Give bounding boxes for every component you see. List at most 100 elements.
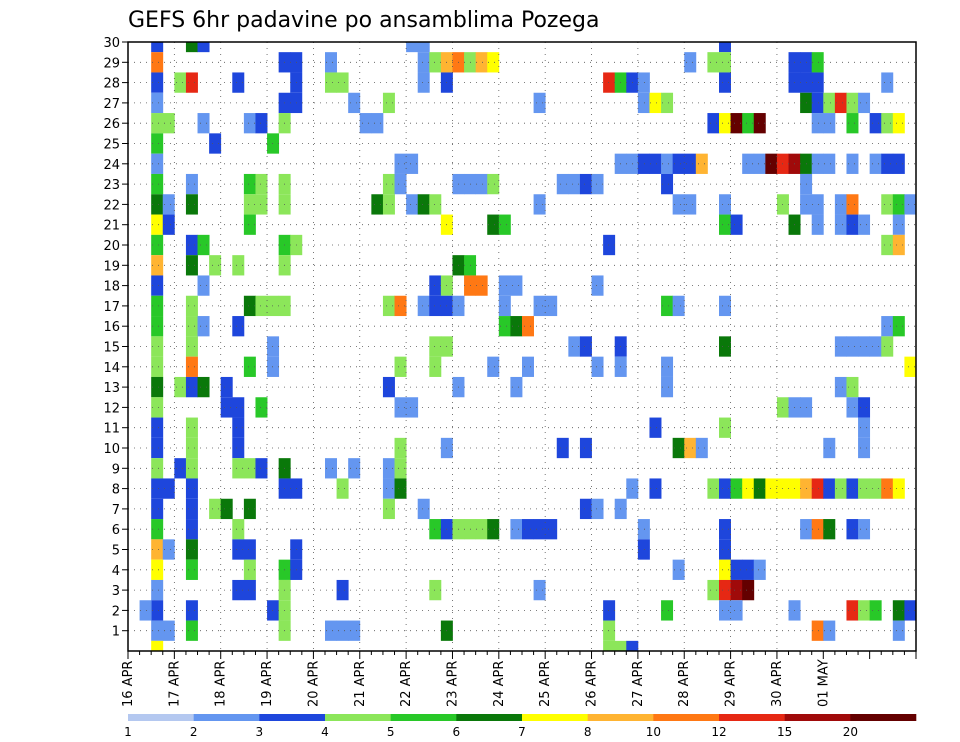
heatmap-cell — [823, 437, 836, 459]
heatmap-cell — [730, 600, 743, 621]
heatmap-cell — [162, 214, 175, 235]
heatmap-cell — [429, 356, 442, 377]
y-tick-label: 29 — [103, 56, 120, 71]
heatmap-cell — [197, 316, 210, 337]
colorbar-swatch — [390, 714, 457, 721]
y-tick-label: 12 — [103, 401, 120, 416]
heatmap-cell — [811, 153, 824, 174]
y-tick-label: 19 — [103, 259, 120, 274]
heatmap-cell — [637, 72, 650, 93]
x-tick-label: 29 APR — [724, 661, 739, 707]
heatmap-cell — [336, 72, 349, 93]
colorbar-label: 3 — [256, 725, 264, 739]
heatmap-cell — [510, 376, 523, 398]
heatmap-cell — [637, 153, 650, 174]
heatmap-cell — [151, 316, 164, 337]
heatmap-cell — [661, 600, 674, 621]
x-tick-label: 18 APR — [214, 661, 229, 707]
heatmap-cell — [429, 275, 442, 296]
heatmap-cell — [348, 458, 361, 479]
heatmap-cell — [151, 397, 164, 418]
heatmap-cell — [417, 42, 430, 53]
heatmap-cell — [858, 600, 871, 621]
x-tick-label: 28 APR — [677, 661, 692, 707]
heatmap-cell — [858, 437, 871, 459]
heatmap-cell — [684, 437, 697, 459]
heatmap-cell — [591, 356, 604, 377]
heatmap-cell — [498, 214, 511, 235]
x-tick-label: 20 APR — [306, 661, 321, 707]
heatmap-cell — [811, 52, 824, 73]
x-tick-label: 25 APR — [538, 661, 553, 707]
heatmap-cell — [151, 437, 164, 459]
x-tick-label: 17 APR — [167, 661, 182, 707]
x-axis: 16 APR 17 APR 18 APR 19 APR 20 APR 21 APR 22 A… — [121, 651, 917, 707]
heatmap-cell — [753, 153, 766, 174]
heatmap-cell — [881, 153, 894, 174]
heatmap-cell — [487, 214, 500, 235]
heatmap-cell — [185, 559, 198, 580]
heatmap-cell — [823, 92, 836, 114]
colorbar-label: 4 — [321, 725, 329, 739]
heatmap-cell — [719, 600, 731, 621]
heatmap-cell — [846, 92, 859, 114]
heatmap-cell — [579, 336, 592, 357]
heatmap-cell — [533, 579, 546, 601]
heatmap-cell — [869, 600, 882, 621]
heatmap-cell — [892, 214, 905, 235]
heatmap-cell — [151, 42, 164, 53]
heatmap-cell — [151, 275, 164, 296]
heatmap-cell — [243, 214, 256, 235]
heatmap-cell — [185, 356, 198, 377]
heatmap-cell — [151, 417, 164, 438]
heatmap-cell — [626, 640, 639, 651]
heatmap-cell — [382, 376, 395, 398]
heatmap-cell — [498, 275, 511, 296]
heatmap-cell — [243, 295, 256, 317]
heatmap-cell — [255, 194, 268, 215]
heatmap-cell — [243, 458, 256, 479]
heatmap-cell — [185, 620, 198, 641]
heatmap-cell — [371, 194, 384, 215]
heatmap-cell — [846, 113, 859, 134]
heatmap-cell — [267, 295, 280, 317]
heatmap-cell — [267, 600, 280, 621]
heatmap-cell — [846, 214, 859, 235]
heatmap-cell — [719, 214, 731, 235]
heatmap-cell — [661, 376, 674, 398]
heatmap-cell — [603, 72, 616, 93]
heatmap-cell — [185, 498, 198, 520]
heatmap-cell — [556, 173, 569, 195]
heatmap-cell — [232, 437, 245, 459]
heatmap-cell — [742, 559, 755, 580]
heatmap-cell — [707, 478, 720, 499]
y-tick-label: 5 — [112, 544, 120, 559]
heatmap-cell — [823, 113, 836, 134]
heatmap-cell — [151, 234, 164, 256]
heatmap-cell — [846, 336, 859, 357]
colorbar-swatch — [325, 714, 391, 721]
heatmap-cell — [881, 113, 894, 134]
colorbar-label: 12 — [711, 725, 726, 739]
heatmap-cell — [881, 478, 894, 499]
heatmap-cell — [325, 72, 337, 93]
colorbar-swatch — [587, 714, 654, 721]
heatmap-cell — [684, 194, 697, 215]
colorbar-label: 15 — [777, 725, 792, 739]
heatmap-cell — [811, 478, 824, 499]
heatmap-cell — [151, 214, 164, 235]
heatmap-cell — [869, 478, 882, 499]
heatmap-cell — [185, 194, 198, 215]
y-tick-label: 24 — [103, 158, 120, 173]
heatmap-cell — [811, 519, 824, 540]
heatmap-cell — [475, 52, 488, 73]
heatmap-cell — [197, 376, 210, 398]
heatmap-cell — [429, 194, 442, 215]
y-tick-label: 14 — [103, 361, 120, 376]
heatmap-cell — [869, 113, 882, 134]
heatmap-cell — [846, 376, 859, 398]
heatmap-cell — [765, 478, 778, 499]
heatmap-cell — [881, 336, 894, 357]
heatmap-cell — [881, 234, 894, 256]
heatmap-cell — [892, 194, 905, 215]
